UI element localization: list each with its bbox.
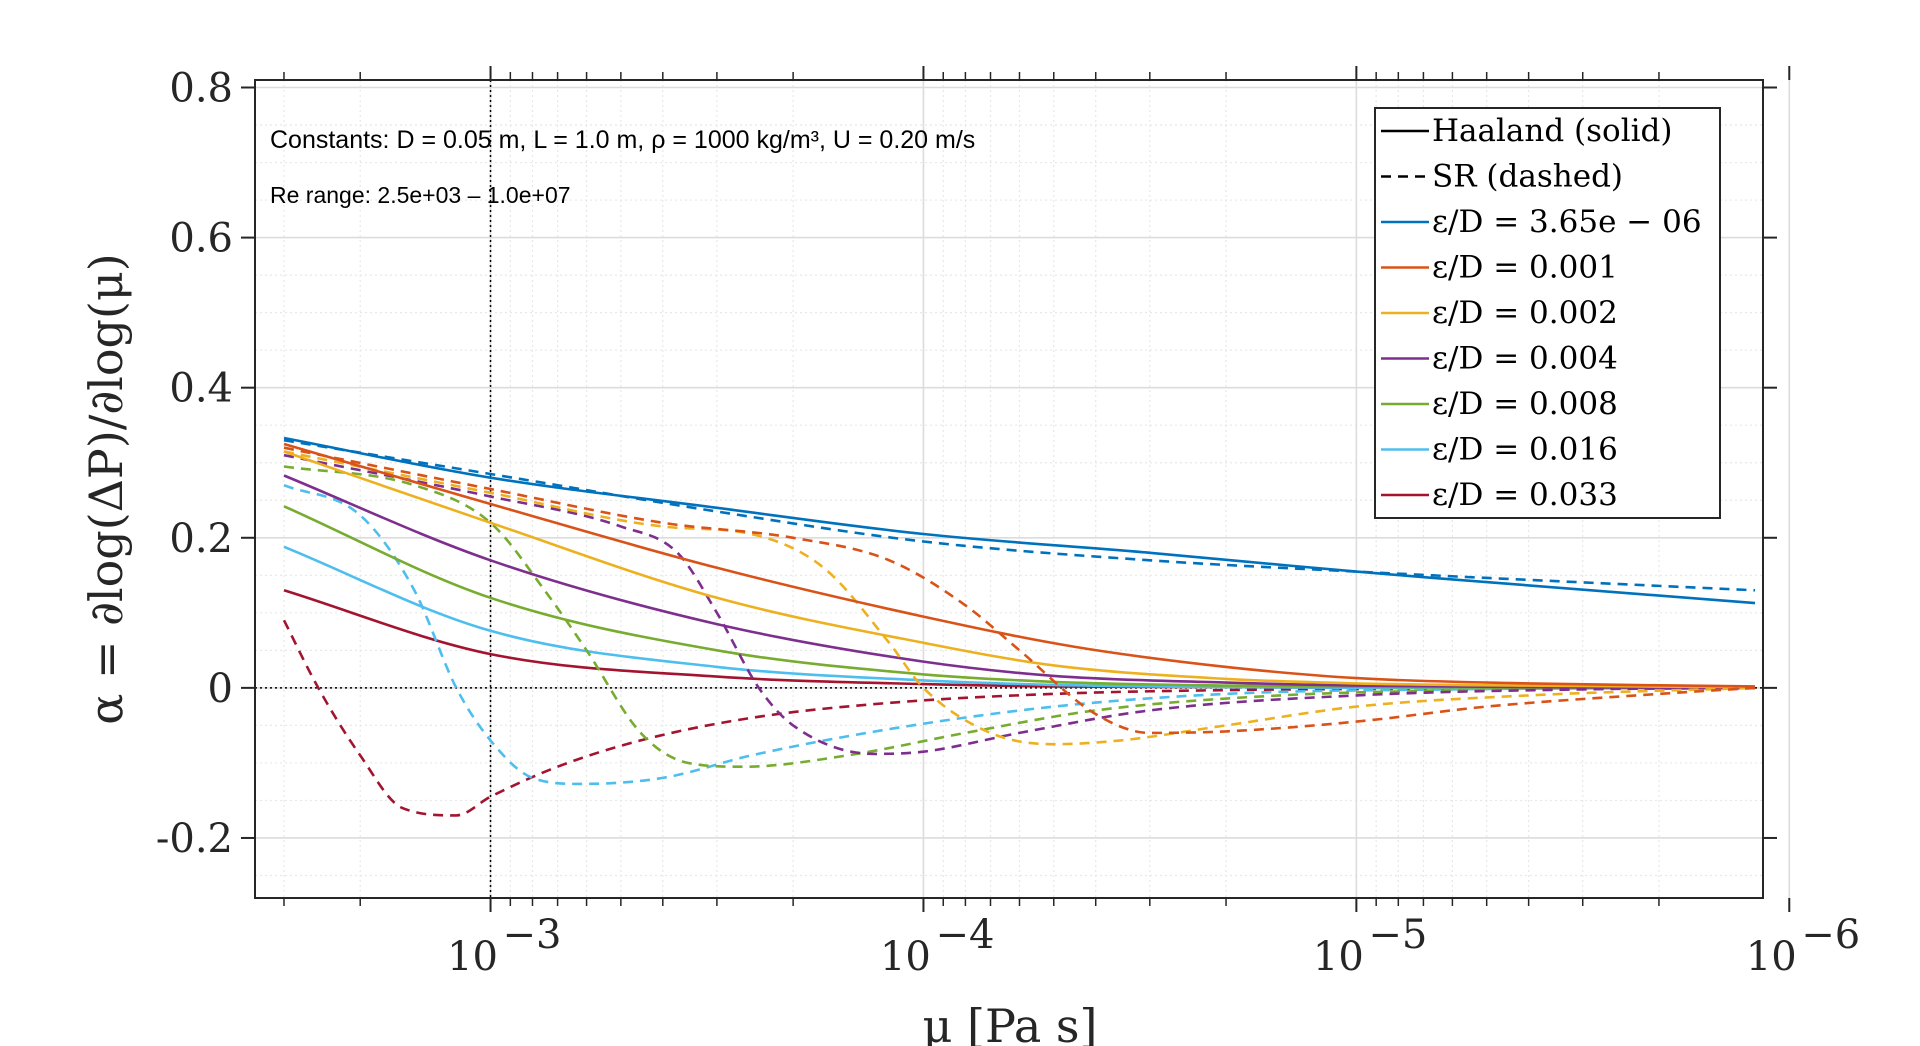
series-sr-dashed--d-0.033	[282, 619, 1756, 817]
y-tick-label: 0.2	[169, 516, 233, 562]
legend-label-series: ε/D = 3.65e − 06	[1432, 204, 1702, 240]
x-tick-label-exponent: −4	[935, 912, 994, 958]
y-axis-label: α = ∂log(ΔP)/∂log(μ)	[79, 253, 133, 724]
x-axis-label: μ [Pa s]	[923, 999, 1098, 1046]
legend: Haaland (solid) SR (dashed) ε/D = 3.65e − …	[1374, 107, 1721, 519]
re-range-annotation: Re range: 2.5e+03 – 1.0e+07	[270, 182, 571, 208]
legend-label-series: ε/D = 0.008	[1432, 386, 1618, 422]
series-haaland-solid--d-0.001	[283, 442, 1756, 688]
x-tick-label: 10	[1746, 934, 1797, 980]
axis-ticks	[241, 66, 1791, 912]
series-haaland-solid--d-0.004	[283, 474, 1756, 690]
y-tick-label: 0	[208, 666, 233, 712]
legend-label-series: ε/D = 0.002	[1432, 295, 1618, 331]
legend-label-dashed: SR (dashed)	[1432, 159, 1623, 195]
series-sr-dashed--d-0.001	[283, 446, 1756, 735]
x-tick-label: 10	[1313, 934, 1364, 980]
legend-box	[1374, 107, 1721, 519]
series-sr-dashed--d-0.016	[283, 483, 1756, 786]
series-sr-dashed--d-0.004	[283, 453, 1756, 756]
y-tick-labels: 0.8 0.6 0.4 0.2 0 -0.2	[156, 66, 233, 862]
x-tick-label-exponent: −6	[1801, 912, 1860, 958]
legend-label-series: ε/D = 0.016	[1432, 432, 1618, 468]
legend-label-series: ε/D = 0.004	[1432, 341, 1618, 377]
x-tick-label-exponent: −3	[503, 912, 562, 958]
y-tick-label: 0.4	[169, 366, 233, 412]
x-tick-label: 10	[447, 934, 498, 980]
legend-label-solid: Haaland (solid)	[1432, 113, 1673, 149]
plot-frame	[254, 79, 1764, 899]
x-tick-labels: 10 −3 10 −4 10 −5 10 −6	[447, 912, 1860, 980]
x-tick-label-exponent: −5	[1368, 912, 1427, 958]
y-tick-label: 0.6	[169, 216, 233, 262]
constants-annotation: Constants: D = 0.05 m, L = 1.0 m, ρ = 10…	[270, 126, 975, 154]
x-tick-label: 10	[880, 934, 931, 980]
legend-label-series: ε/D = 0.033	[1432, 477, 1618, 513]
legend-label-series: ε/D = 0.001	[1432, 250, 1618, 286]
series-layer	[282, 436, 1756, 817]
y-tick-label: -0.2	[156, 816, 233, 862]
series-sr-dashed--d-0.002	[283, 450, 1756, 746]
series-sr-dashed--d-0.008	[283, 465, 1756, 769]
series-haaland-solid--d-3.65e-06	[283, 436, 1756, 605]
series-haaland-solid--d-0.002	[283, 450, 1756, 689]
series-sr-dashed--d-3.65e-06	[283, 438, 1756, 592]
y-tick-label: 0.8	[169, 66, 233, 112]
